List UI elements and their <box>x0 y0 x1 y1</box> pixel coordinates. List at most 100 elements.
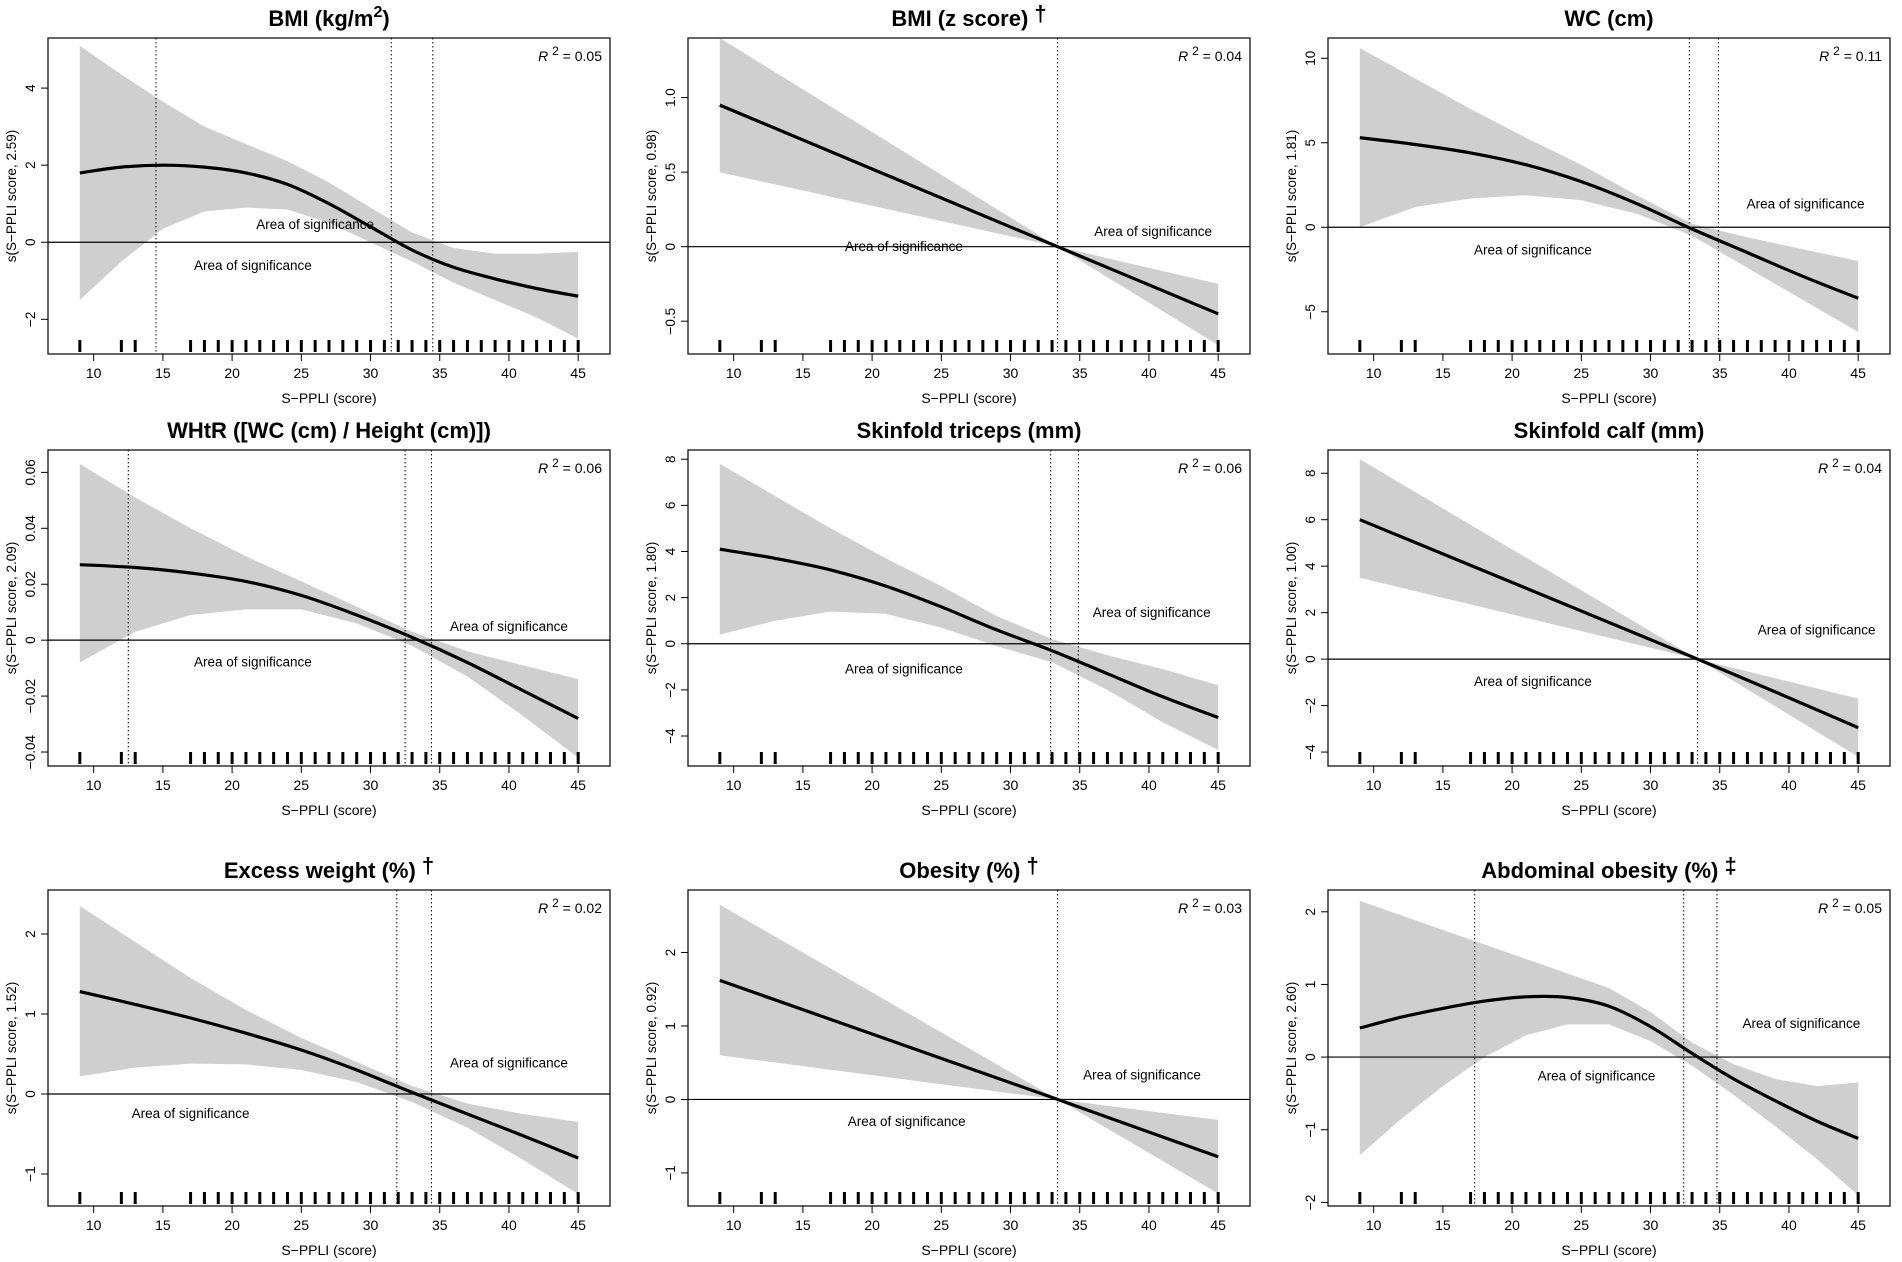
x-tick-label: 25 <box>934 365 950 381</box>
y-tick-label: 0.02 <box>23 571 38 597</box>
panel-title: Obesity (%) † <box>899 853 1038 883</box>
panel-6: Area of significance Area of significance… <box>1284 418 1891 818</box>
panel-title: Skinfold calf (mm) <box>1514 418 1705 443</box>
area-of-significance-label: Area of significance <box>1747 197 1865 212</box>
x-tick-label: 20 <box>1504 1217 1520 1233</box>
y-axis-label: s(S−PPLI score, 1.81) <box>1284 130 1299 262</box>
r-squared-exponent: 2 <box>1192 456 1199 470</box>
panel-title: BMI (z score) † <box>891 1 1046 31</box>
r-symbol: R <box>1178 900 1192 916</box>
x-tick-label: 35 <box>1712 777 1728 793</box>
confidence-band <box>719 38 1219 346</box>
plot-frame <box>47 37 611 355</box>
x-tick-label: 25 <box>934 777 950 793</box>
y-tick-label: 2 <box>1303 908 1318 916</box>
area-of-significance-label: Area of significance <box>450 619 568 634</box>
y-tick-label: −1 <box>23 1166 38 1181</box>
title-text: BMI (kg/m <box>268 6 373 31</box>
plot-frame <box>687 889 1251 1207</box>
y-tick-label: 0 <box>1303 1053 1318 1061</box>
x-tick-label: 40 <box>501 365 517 381</box>
y-tick-label: 1.0 <box>663 88 678 107</box>
x-tick-label: 10 <box>726 365 742 381</box>
fitted-curve <box>1359 994 1859 1140</box>
x-tick-label: 30 <box>1643 1217 1659 1233</box>
x-tick-label: 15 <box>795 1217 811 1233</box>
y-tick-label: 0.06 <box>23 459 38 485</box>
r-squared-value: = 0.05 <box>559 48 602 64</box>
x-tick-label: 40 <box>1141 777 1157 793</box>
y-axis-label: s(S−PPLI score, 0.92) <box>644 982 659 1114</box>
r-symbol: R <box>538 900 552 916</box>
r-squared-exponent: 2 <box>1832 456 1839 470</box>
x-tick-label: 30 <box>1003 365 1019 381</box>
fitted-curve <box>79 990 579 1160</box>
y-tick-label: −5 <box>1303 304 1318 319</box>
x-tick-label: 40 <box>1141 1217 1157 1233</box>
title-text: WC (cm) <box>1564 6 1653 31</box>
x-tick-label: 10 <box>86 1217 102 1233</box>
r-squared-label: R 2 = 0.06 <box>1178 456 1242 476</box>
r-squared-label: R 2 = 0.11 <box>1819 44 1882 64</box>
x-tick-label: 10 <box>1366 777 1382 793</box>
confidence-band <box>719 463 1219 750</box>
y-tick-label: −4 <box>1303 744 1318 760</box>
x-tick-label: 20 <box>864 1217 880 1233</box>
r-squared-value: = 0.11 <box>1840 48 1882 64</box>
y-tick-label: 0 <box>23 1090 38 1098</box>
x-tick-label: 20 <box>864 777 880 793</box>
title-text: Skinfold calf (mm) <box>1514 418 1705 443</box>
y-tick-label: 5 <box>1303 139 1318 147</box>
title-text: Skinfold triceps (mm) <box>857 418 1082 443</box>
r-squared-label: R 2 = 0.05 <box>538 44 602 64</box>
r-squared-value: = 0.05 <box>1839 900 1882 916</box>
y-tick-label: 0 <box>663 640 678 648</box>
y-tick-label: 0 <box>23 238 38 246</box>
x-tick-label: 15 <box>155 365 171 381</box>
y-tick-label: 0 <box>1303 224 1318 232</box>
y-tick-label: 6 <box>1303 516 1318 524</box>
y-tick-label: 2 <box>1303 609 1318 617</box>
x-tick-label: 35 <box>432 777 448 793</box>
x-tick-label: 15 <box>1435 1217 1451 1233</box>
fitted-curve <box>79 563 579 720</box>
fitted-curve <box>719 978 1219 1159</box>
area-of-significance-label: Area of significance <box>194 258 312 273</box>
r-squared-exponent: 2 <box>1192 44 1199 58</box>
y-tick-label: 4 <box>23 84 38 92</box>
x-tick-label: 35 <box>432 365 448 381</box>
y-tick-label: 2 <box>23 930 38 938</box>
y-tick-label: 2 <box>663 594 678 602</box>
area-of-significance-label: Area of significance <box>845 662 963 677</box>
x-tick-label: 45 <box>570 1217 586 1233</box>
x-tick-label: 10 <box>726 1217 742 1233</box>
y-tick-label: 0.5 <box>663 163 678 182</box>
confidence-band <box>79 464 579 758</box>
x-tick-label: 10 <box>726 777 742 793</box>
confidence-band <box>79 906 579 1194</box>
area-of-significance-label: Area of significance <box>256 217 374 232</box>
y-axis-label: s(S−PPLI score, 1.80) <box>644 542 659 674</box>
fitted-curve <box>719 547 1219 720</box>
y-tick-label: 10 <box>1303 51 1318 66</box>
r-squared-value: = 0.06 <box>1199 460 1242 476</box>
x-tick-label: 40 <box>1781 1217 1797 1233</box>
x-tick-label: 40 <box>1141 365 1157 381</box>
x-tick-label: 15 <box>155 1217 171 1233</box>
area-of-significance-label: Area of significance <box>450 1056 568 1071</box>
x-tick-label: 25 <box>1574 365 1590 381</box>
r-symbol: R <box>538 48 552 64</box>
panel-title: WC (cm) <box>1564 6 1653 31</box>
area-of-significance-label: Area of significance <box>132 1106 250 1121</box>
x-tick-label: 35 <box>1072 365 1088 381</box>
x-tick-label: 45 <box>1210 1217 1226 1233</box>
x-tick-label: 30 <box>1643 365 1659 381</box>
x-tick-label: 25 <box>1574 1217 1590 1233</box>
fitted-curve <box>1359 136 1859 300</box>
title-text: Abdominal obesity (%) <box>1481 858 1718 883</box>
y-axis-label: s(S−PPLI score, 1.00) <box>1284 542 1299 674</box>
title-text: Obesity (%) <box>899 858 1020 883</box>
area-of-significance-label: Area of significance <box>1083 1068 1201 1083</box>
panel-7: Area of significance Area of significance… <box>4 853 611 1258</box>
y-tick-label: 6 <box>663 502 678 510</box>
